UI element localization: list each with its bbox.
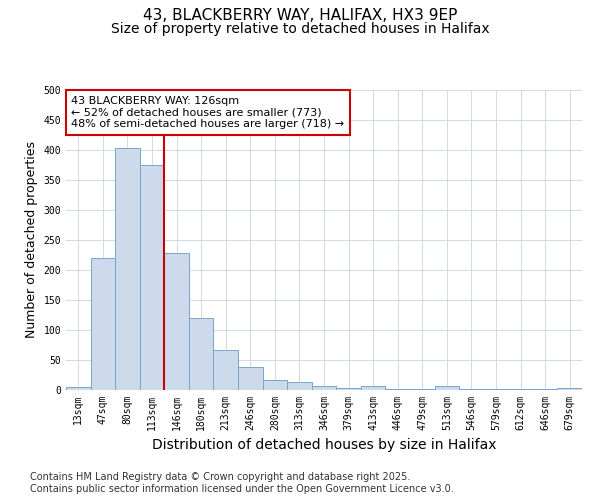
Text: Contains public sector information licensed under the Open Government Licence v3: Contains public sector information licen… — [30, 484, 454, 494]
Text: 43 BLACKBERRY WAY: 126sqm
← 52% of detached houses are smaller (773)
48% of semi: 43 BLACKBERRY WAY: 126sqm ← 52% of detac… — [71, 96, 344, 129]
Text: 43, BLACKBERRY WAY, HALIFAX, HX3 9EP: 43, BLACKBERRY WAY, HALIFAX, HX3 9EP — [143, 8, 457, 22]
Bar — [164, 252, 189, 390]
Bar — [557, 388, 582, 390]
Bar — [91, 258, 115, 390]
Bar — [312, 386, 336, 390]
Text: Contains HM Land Registry data © Crown copyright and database right 2025.: Contains HM Land Registry data © Crown c… — [30, 472, 410, 482]
Bar — [361, 386, 385, 390]
Bar — [189, 318, 214, 390]
Y-axis label: Number of detached properties: Number of detached properties — [25, 142, 38, 338]
Text: Size of property relative to detached houses in Halifax: Size of property relative to detached ho… — [110, 22, 490, 36]
Bar — [66, 387, 91, 390]
Bar — [214, 350, 238, 390]
Bar — [263, 380, 287, 390]
Bar — [434, 386, 459, 390]
Bar — [459, 389, 484, 390]
Bar — [140, 165, 164, 390]
X-axis label: Distribution of detached houses by size in Halifax: Distribution of detached houses by size … — [152, 438, 496, 452]
Bar — [287, 382, 312, 390]
Bar — [238, 367, 263, 390]
Bar — [336, 388, 361, 390]
Bar — [115, 148, 140, 390]
Bar — [385, 389, 410, 390]
